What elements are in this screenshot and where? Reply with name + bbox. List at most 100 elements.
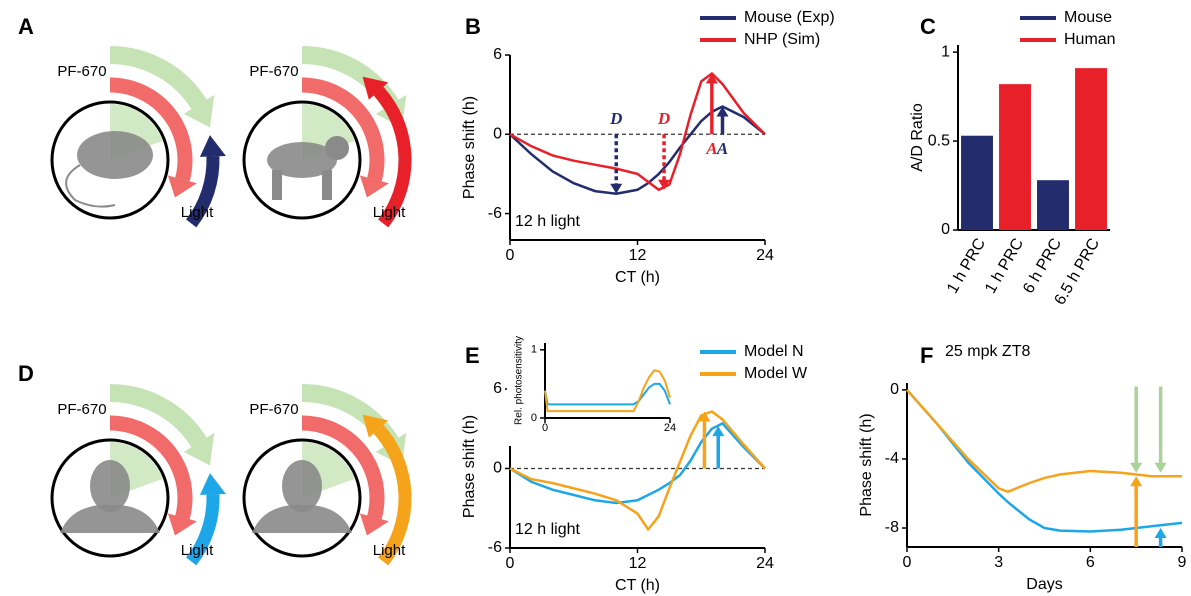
y-axis-label: A/D Ratio	[909, 103, 926, 172]
bar	[1075, 68, 1107, 230]
light-arrow	[185, 494, 220, 566]
light-label: Light	[373, 542, 406, 559]
x-tick-label: 24	[756, 247, 774, 264]
note: 12 h light	[515, 521, 580, 538]
series-line	[509, 105, 766, 196]
x-tick-label: 0	[903, 554, 912, 571]
annotation-arrowhead	[1130, 476, 1143, 487]
x-tick-label: 9	[1178, 554, 1187, 571]
drug-arrow	[301, 77, 385, 182]
light-arrow	[185, 156, 220, 228]
annotation-label: D	[657, 109, 670, 128]
legend-label: NHP (Sim)	[744, 31, 820, 48]
x-tick-label: 6	[1086, 554, 1095, 571]
pf-cue-arrow-head	[183, 432, 215, 466]
drug-arrow	[109, 77, 193, 182]
drug-arrow	[301, 415, 385, 520]
x-tick-label: 12	[629, 247, 647, 264]
drug-label: PF-670	[249, 401, 298, 418]
drug-label: PF-670	[249, 63, 298, 80]
light-arrow-head	[362, 414, 389, 438]
y-axis-label: Phase shift (h)	[461, 415, 478, 518]
annotation-arrowhead	[1130, 462, 1143, 473]
panel-letter: D	[18, 361, 34, 386]
light-arrow	[373, 86, 412, 228]
silhouette	[267, 142, 337, 178]
x-tick-label: 24	[756, 555, 774, 572]
chart-title: 25 mpk ZT8	[945, 343, 1030, 360]
annotation-label: A	[716, 139, 728, 158]
light-label: Light	[181, 204, 214, 221]
x-tick-label: 0	[506, 555, 515, 572]
drug-arrow-head	[167, 175, 197, 198]
series-line	[509, 71, 766, 192]
silhouette-head	[90, 460, 130, 512]
pf-cue-arrow	[109, 46, 207, 110]
x-axis-label: CT (h)	[615, 577, 660, 594]
series-line	[906, 389, 1183, 533]
annotation-arrowhead	[705, 73, 718, 84]
panel-letter: A	[18, 14, 34, 39]
silhouette-shoulders	[60, 505, 160, 533]
series-line	[544, 382, 671, 406]
panel-letter: B	[465, 14, 481, 39]
y-tick-label: 6	[493, 46, 502, 63]
drug-arrow-head	[167, 513, 197, 536]
x-tick-label: 0	[542, 422, 548, 434]
light-label: Light	[373, 204, 406, 221]
y-tick-label: -6	[488, 539, 502, 556]
annotation-arrowhead	[610, 183, 623, 194]
x-tick-label: 24	[664, 422, 676, 434]
panel-letter: E	[465, 343, 480, 368]
y-tick-label: 0	[493, 126, 502, 143]
y-tick-label: 6	[493, 380, 502, 397]
series-line	[509, 410, 766, 532]
y-tick-label: 0	[941, 221, 950, 238]
x-tick-label: 12	[629, 555, 647, 572]
light-arrow-head	[199, 135, 226, 157]
annotation-arrowhead	[712, 426, 725, 437]
silhouette-leg	[322, 170, 332, 200]
legend-label: Model N	[744, 343, 804, 360]
pf-cue-arrow	[109, 384, 207, 448]
light-arrow	[373, 424, 412, 566]
y-axis-label: Rel. photosensitivity	[514, 336, 525, 425]
bar	[1037, 180, 1069, 230]
drug-label: PF-670	[57, 63, 106, 80]
note: 12 h light	[515, 213, 580, 230]
series-line	[906, 389, 1182, 494]
silhouette	[77, 131, 153, 179]
y-tick-label: -6	[488, 205, 502, 222]
x-axis-label: Days	[1026, 576, 1062, 593]
light-arrow-head	[362, 76, 389, 100]
panel-letter: C	[920, 14, 936, 39]
y-tick-label: -4	[885, 450, 899, 467]
x-tick-label: 3	[994, 554, 1003, 571]
silhouette-tail	[65, 164, 116, 208]
y-tick-label: 1	[531, 344, 537, 356]
y-axis-label: Phase shift (h)	[461, 96, 478, 199]
silhouette-head	[325, 136, 349, 160]
bar	[999, 84, 1031, 230]
y-tick-label: -8	[885, 519, 899, 536]
silhouette-leg	[272, 170, 282, 200]
drug-arrow-head	[359, 513, 389, 536]
series-line	[544, 369, 671, 413]
annotation-label: D	[609, 109, 622, 128]
legend-label: Mouse (Exp)	[744, 9, 835, 26]
inset-bg	[507, 335, 677, 446]
y-tick-label: 0.5	[928, 132, 950, 149]
x-axis-label: CT (h)	[615, 269, 660, 286]
bar	[961, 135, 993, 230]
light-arrow-head	[199, 473, 226, 495]
drug-label: PF-670	[57, 401, 106, 418]
annotation-arrowhead	[1154, 528, 1167, 539]
y-tick-label: 0	[531, 412, 537, 424]
legend-label: Mouse	[1064, 9, 1112, 26]
annotation-arrowhead	[658, 179, 671, 190]
drug-arrow	[109, 415, 193, 520]
x-tick-label: 0	[506, 247, 515, 264]
panel-letter: F	[920, 343, 933, 368]
silhouette-head	[282, 460, 322, 512]
